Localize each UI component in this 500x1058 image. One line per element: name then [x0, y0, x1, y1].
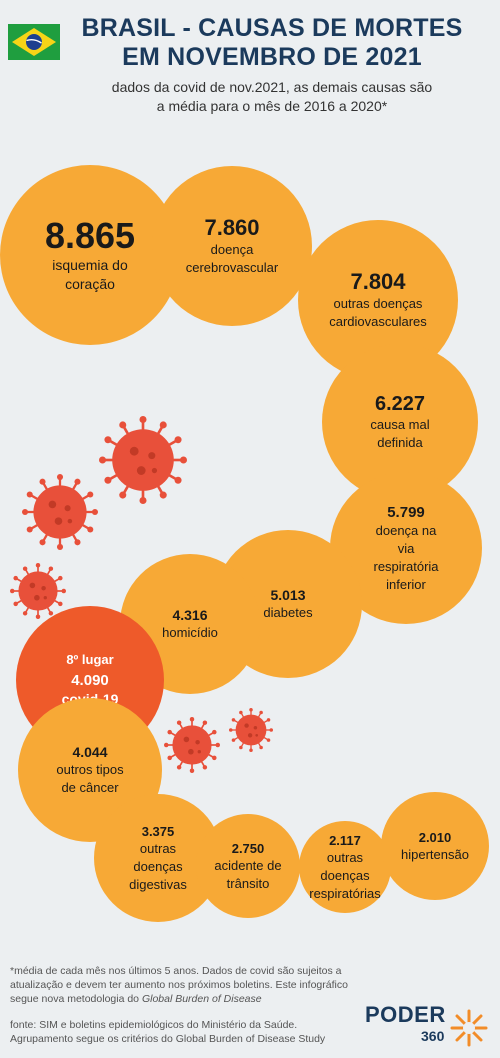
bubble-value: 7.804 — [350, 269, 406, 294]
bubble-label: doença na via respiratória inferior — [373, 522, 439, 592]
virus-icon — [22, 474, 98, 550]
bubble-label: doença cerebrovascular — [185, 242, 279, 275]
poder360-logo-icon: PODER 360 — [365, 1000, 495, 1052]
page-title: BRASIL - CAUSAS DE MORTES EM NOVEMBRO DE… — [62, 14, 482, 72]
bubble-label: outras doenças respiratórias — [309, 849, 381, 901]
bubble-4: 6.227 causa mal definida — [322, 344, 478, 500]
title-line-2: EM NOVEMBRO DE 2021 — [122, 43, 422, 71]
footnote-italic: Global Burden of Disease — [141, 993, 262, 1005]
subtitle-line-1: dados da covid de nov.2021, as demais ca… — [111, 79, 433, 95]
bubble-value: 8.865 — [44, 215, 136, 256]
bubble-label: diabetes — [263, 605, 313, 620]
subtitle: dados da covid de nov.2021, as demais ca… — [62, 78, 482, 116]
bubble-13: 2.010 hipertensão — [381, 792, 489, 900]
brazil-flag-icon — [8, 24, 60, 60]
bubble-value: 2.750 — [231, 840, 265, 856]
bubble-2: 7.860 doença cerebrovascular — [152, 166, 312, 326]
bubble-label: homicídio — [162, 625, 218, 640]
bubble-11: 2.750 acidente de trânsito — [196, 814, 300, 918]
bubble-value: 6.227 — [374, 393, 426, 415]
bubble-label: isquemia do coração — [52, 257, 128, 292]
subtitle-line-2: a média para o mês de 2016 a 2020* — [156, 98, 388, 114]
bubble-label: outros tipos de câncer — [56, 762, 124, 795]
bubble-label: causa mal definida — [370, 417, 430, 450]
source-note: fonte: SIM e boletins epidemiológicos do… — [10, 1019, 326, 1045]
sun-icon — [450, 1009, 488, 1047]
bubble-value: 5.013 — [270, 587, 306, 603]
virus-icon — [229, 708, 273, 752]
bubble-value: 3.375 — [141, 823, 175, 839]
logo-number: 360 — [421, 1028, 445, 1044]
bubble-12: 2.117 outras doenças respiratórias — [299, 821, 391, 913]
logo-name: PODER — [365, 1002, 446, 1027]
virus-icon — [164, 717, 220, 773]
virus-icon — [10, 563, 66, 619]
bubble-rank: 8º lugar — [66, 652, 114, 667]
bubble-value: 7.860 — [204, 215, 260, 240]
bubble-value: 2.117 — [329, 832, 361, 848]
bubble-value: 2.010 — [418, 829, 452, 845]
bubble-value: 4.044 — [72, 744, 108, 760]
bubble-1: 8.865 isquemia do coração — [0, 165, 180, 345]
bubble-label: outras doenças cardiovasculares — [329, 296, 427, 329]
title-line-1: BRASIL - CAUSAS DE MORTES — [81, 14, 463, 42]
bubble-value: 5.799 — [387, 503, 425, 521]
bubble-label: outras doenças digestivas — [129, 840, 187, 892]
bubble-value: 4.316 — [172, 607, 208, 623]
virus-icon — [99, 416, 187, 504]
bubble-label: hipertensão — [401, 846, 469, 862]
footnote: *média de cada mês nos últimos 5 anos. D… — [10, 964, 370, 1006]
footnote-text: *média de cada mês nos últimos 5 anos. D… — [10, 965, 348, 1005]
bubble-label: acidente de trânsito — [214, 857, 282, 891]
bubble-value: 4.090 — [71, 672, 109, 689]
